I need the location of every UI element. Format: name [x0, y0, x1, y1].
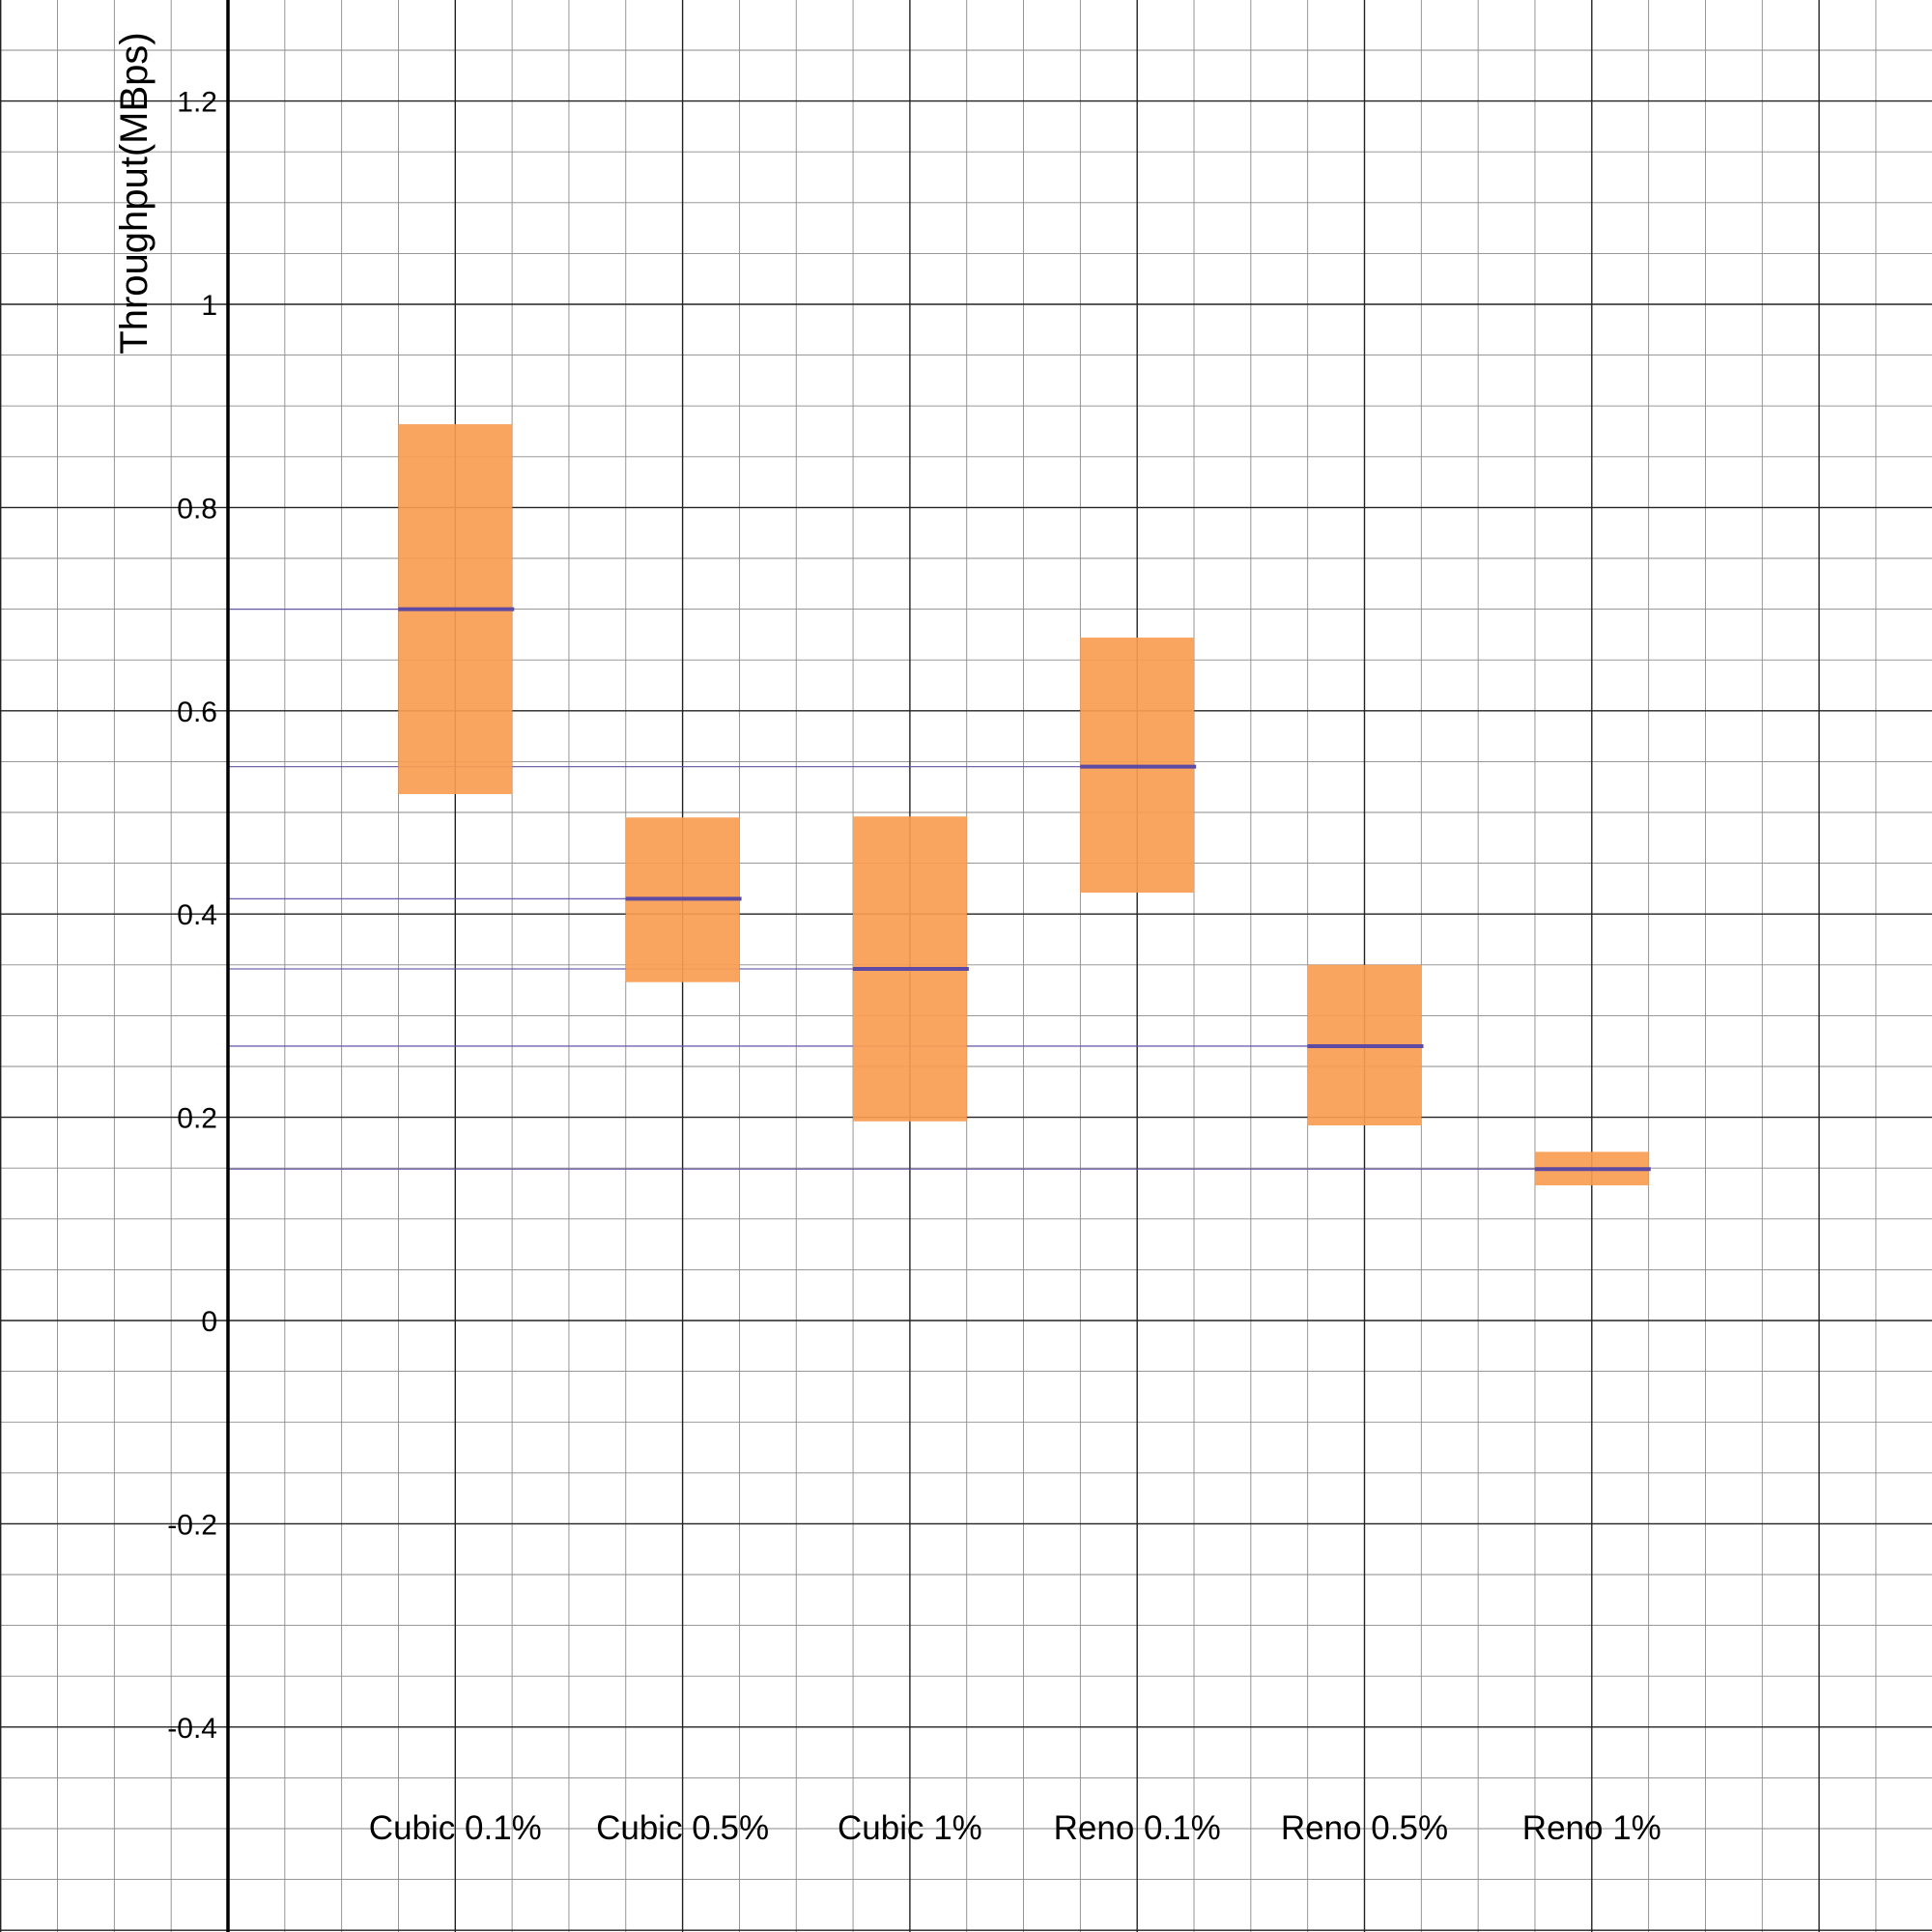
category-label: Reno 1%	[1522, 1809, 1662, 1847]
y-axis-title: Throughput(MBps)	[113, 32, 156, 354]
y-tick-label: -0.2	[167, 1509, 217, 1541]
category-labels: Cubic 0.1% Cubic 0.5% Cubic 1% Reno 0.1% Ren…	[369, 1809, 1662, 1847]
y-tick-label: 1	[201, 290, 217, 322]
category-label: Cubic 0.5%	[596, 1809, 769, 1847]
category-label: Reno 0.1%	[1054, 1809, 1221, 1847]
y-tick-labels: -0.4 -0.2 0 0.2 0.4 0.6 0.8 1 1.2	[167, 87, 217, 1745]
y-tick-label: 0	[201, 1306, 217, 1338]
y-tick-label: 0.2	[177, 1103, 217, 1135]
category-label: Reno 0.5%	[1281, 1809, 1448, 1847]
category-label: Cubic 0.1%	[369, 1809, 542, 1847]
y-tick-label: 1.2	[177, 87, 217, 119]
y-tick-label: 0.4	[177, 899, 217, 931]
mean-markers	[398, 607, 1651, 1172]
category-label: Cubic 1%	[838, 1809, 982, 1847]
y-tick-label: 0.6	[177, 696, 217, 728]
y-tick-label: 0.8	[177, 493, 217, 525]
y-tick-label: -0.4	[167, 1713, 217, 1745]
